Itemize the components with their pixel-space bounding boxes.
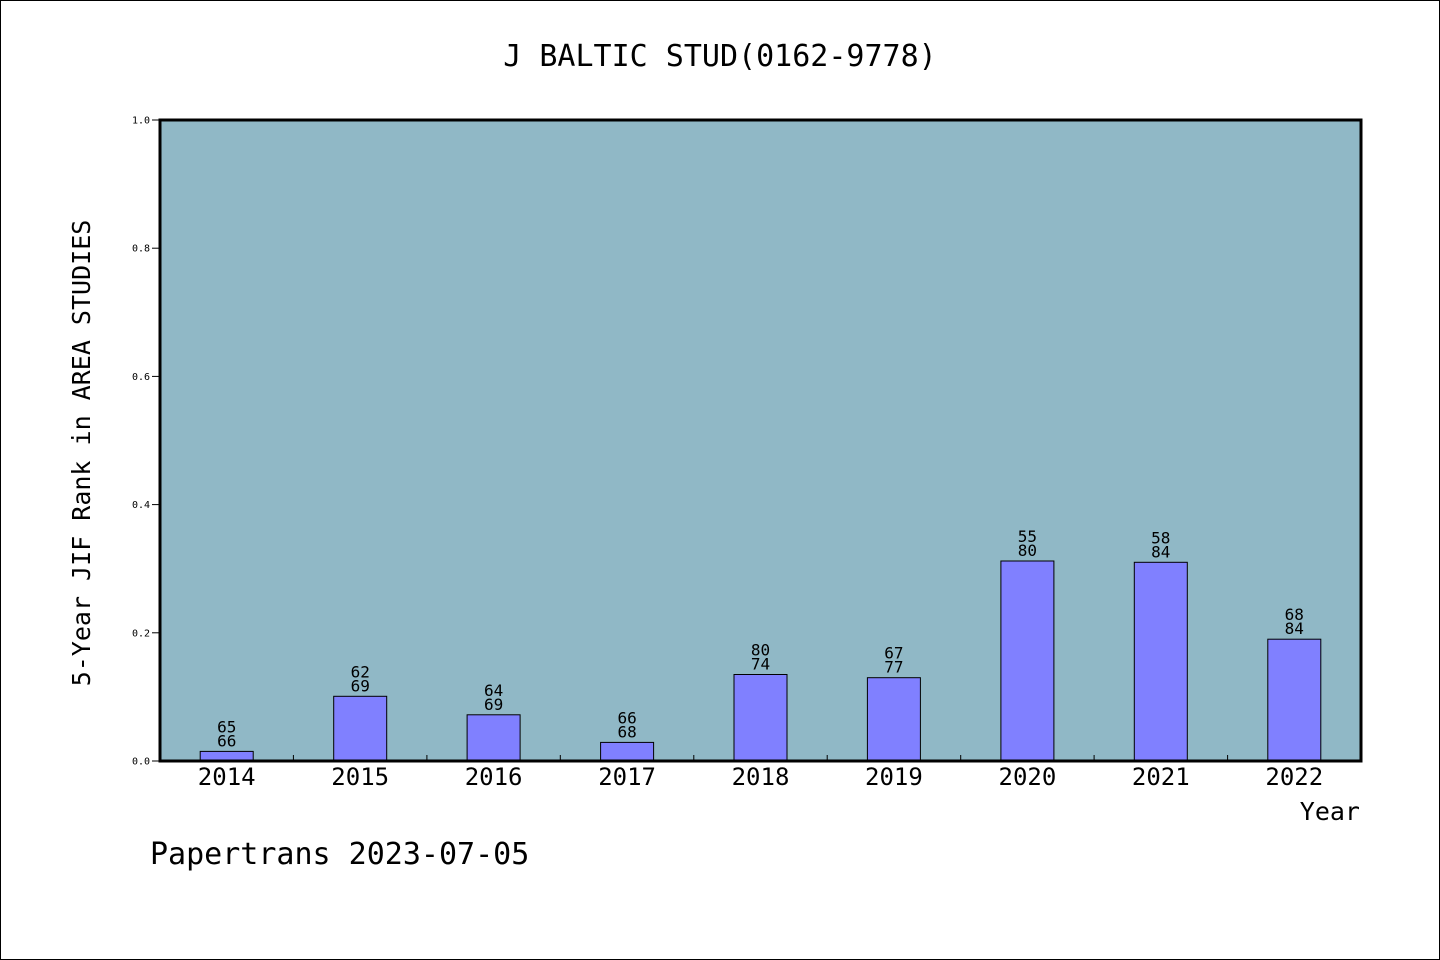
x-tick-label-2016: 2016 bbox=[465, 763, 523, 791]
bar-label-2017-1: 66 bbox=[617, 708, 636, 727]
bar-label-2018-2: 74 bbox=[751, 655, 770, 674]
bar-label-2016-1: 64 bbox=[484, 681, 503, 700]
y-axis-label: 5-Year JIF Rank in AREA STUDIES bbox=[67, 220, 96, 687]
x-tick-label-2018: 2018 bbox=[732, 763, 790, 791]
chart-title: J BALTIC STUD(0162-9778) bbox=[503, 39, 936, 74]
x-tick-label-2022: 2022 bbox=[1265, 763, 1323, 791]
x-axis-ticks: 2014 2015 2016 2017 2018 2019 2020 2021 2022 bbox=[198, 755, 1323, 791]
y-tick-label-0.4: 0.4 bbox=[132, 500, 150, 511]
y-tick-label-0.2: 0.2 bbox=[132, 628, 150, 639]
x-tick-label-2015: 2015 bbox=[331, 763, 389, 791]
bar-2020 bbox=[1000, 560, 1055, 762]
bar-label-2016-2: 69 bbox=[484, 695, 503, 714]
bar-label-2015-2: 69 bbox=[351, 676, 370, 695]
plot-border bbox=[158, 118, 1363, 763]
bar-label-2022-1: 68 bbox=[1285, 605, 1304, 624]
bar-label-2019-1: 67 bbox=[884, 644, 903, 663]
bar-2015 bbox=[333, 695, 388, 762]
bar-2016 bbox=[466, 714, 521, 762]
y-tick-label-0.6: 0.6 bbox=[132, 372, 150, 383]
bar-2017 bbox=[600, 741, 655, 762]
bar-label-2022-2: 84 bbox=[1285, 619, 1304, 638]
bar-label-2020-2: 80 bbox=[1018, 541, 1037, 560]
y-tick-label-0.8: 0.8 bbox=[132, 244, 150, 255]
x-tick-label-2017: 2017 bbox=[598, 763, 656, 791]
bar-label-2014-2: 66 bbox=[217, 731, 236, 750]
bar-label-2020-1: 55 bbox=[1018, 527, 1037, 546]
x-tick-label-2019: 2019 bbox=[865, 763, 923, 791]
bar-2019 bbox=[866, 677, 921, 762]
bar-label-2019-2: 77 bbox=[884, 658, 903, 677]
bar-label-2018-1: 80 bbox=[751, 641, 770, 660]
bar-2021 bbox=[1133, 561, 1188, 762]
bar-label-2015-1: 62 bbox=[351, 662, 370, 681]
x-tick-label-2014: 2014 bbox=[198, 763, 256, 791]
bar-label-2017-2: 68 bbox=[617, 722, 636, 741]
y-axis-ticks: 0.0 0.2 0.4 0.6 0.8 1.0 bbox=[132, 116, 160, 768]
bar-2022 bbox=[1267, 638, 1322, 762]
footer-credit: Papertrans 2023-07-05 bbox=[150, 837, 529, 872]
bar-2018 bbox=[733, 674, 788, 762]
y-tick-label-0.0: 0.0 bbox=[132, 757, 150, 768]
y-tick-label-1.0: 1.0 bbox=[132, 116, 150, 127]
bar-label-2021-2: 84 bbox=[1151, 542, 1170, 561]
bar-label-2021-1: 58 bbox=[1151, 528, 1170, 547]
bars-group bbox=[199, 560, 1322, 762]
x-tick-label-2021: 2021 bbox=[1132, 763, 1190, 791]
x-axis-label: Year bbox=[1300, 797, 1360, 826]
bar-label-2014-1: 65 bbox=[217, 717, 236, 736]
x-tick-label-2020: 2020 bbox=[999, 763, 1057, 791]
